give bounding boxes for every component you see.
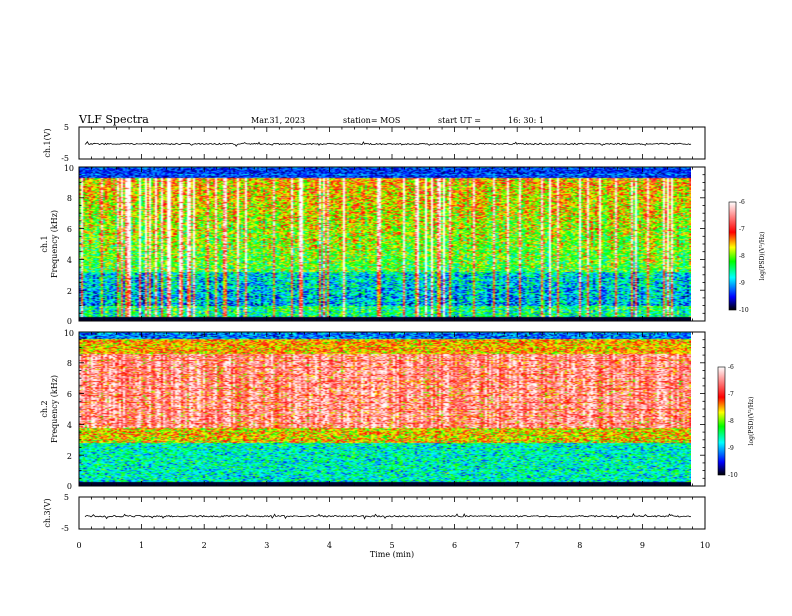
ch1-spectrogram-panel: 0 2 4 6 8 10 ch.1 Frequency (kHz) — [40, 164, 706, 326]
ch1-colorbar: -6 -7 -8 -9 -10 log(PSD)(V²/Hz) — [728, 199, 766, 314]
x-tick-4: 4 — [327, 541, 332, 550]
x-tick-6: 6 — [452, 541, 457, 550]
ch2-cb-tick-6: -6 — [728, 364, 734, 371]
ch2-freq-tick-4: 4 — [67, 421, 72, 430]
ch3-voltage-panel: 5 -5 ch.3(V) — [43, 493, 706, 533]
ch2-colorbar-label: log(PSD)(V²/Hz) — [748, 397, 755, 446]
ch1-frequency-ylabel: Frequency (kHz) — [50, 210, 59, 278]
ch3-ytick-top: 5 — [64, 493, 69, 502]
x-tick-8: 8 — [577, 541, 582, 550]
x-tick-3: 3 — [264, 541, 269, 550]
ch2-spectrogram-image — [79, 332, 691, 486]
ch3-voltage-frame — [78, 496, 706, 530]
ch1-voltage-ylabel: ch.1(V) — [43, 128, 52, 157]
ch2-cb-tick-10: -10 — [728, 472, 738, 479]
ch2-freq-tick-6: 6 — [67, 390, 72, 399]
start-time-value: 16: 30: 1 — [508, 116, 544, 125]
date-label: Mar.31, 2023 — [251, 116, 305, 125]
ch2-cb-tick-9: -9 — [728, 445, 734, 452]
ch1-cb-tick-10: -10 — [739, 307, 749, 314]
ch2-frequency-ylabel: Frequency (kHz) — [50, 375, 59, 443]
x-tick-0: 0 — [76, 541, 81, 550]
ch3-ytick-bottom: -5 — [61, 524, 69, 533]
ch1-voltage-panel: 5 -5 ch.1(V) — [43, 123, 706, 163]
ch2-freq-tick-2: 2 — [67, 452, 72, 461]
ch2-freq-tick-10: 10 — [64, 329, 74, 338]
ch1-spectrogram-image — [79, 167, 691, 321]
x-tick-2: 2 — [202, 541, 207, 550]
ch1-freq-tick-10: 10 — [64, 164, 74, 173]
ch1-colorbar-label: log(PSD)(V²/Hz) — [759, 232, 766, 281]
ch2-cb-tick-8: -8 — [728, 418, 734, 425]
ch1-cb-tick-6: -6 — [739, 199, 745, 206]
ch2-freq-tick-8: 8 — [67, 359, 72, 368]
x-axis: 0 1 2 3 4 5 6 7 8 9 10 Time (min) — [76, 541, 710, 559]
ch1-voltage-trace — [84, 140, 692, 147]
ch2-freq-tick-0: 0 — [67, 482, 72, 491]
x-tick-9: 9 — [640, 541, 645, 550]
ch2-spectrogram-panel: 0 2 4 6 8 10 ch.2 Frequency (kHz) — [40, 329, 706, 491]
ch1-ytick-bottom: -5 — [61, 154, 69, 163]
x-tick-7: 7 — [515, 541, 520, 550]
x-tick-10: 10 — [700, 541, 710, 550]
x-tick-5: 5 — [389, 541, 394, 550]
ch1-freq-tick-2: 2 — [67, 287, 72, 296]
ch1-cb-tick-8: -8 — [739, 253, 745, 260]
start-time-caption: start UT = — [438, 116, 481, 125]
ch1-cb-tick-9: -9 — [739, 280, 745, 287]
ch2-cb-tick-7: -7 — [728, 391, 734, 398]
x-axis-label: Time (min) — [370, 550, 414, 559]
ch2-channel-label: ch.2 — [40, 400, 49, 417]
ch3-voltage-trace — [84, 512, 692, 520]
ch3-voltage-ylabel: ch.3(V) — [43, 498, 52, 527]
ch2-colorbar-gradient — [717, 366, 726, 476]
ch1-colorbar-gradient — [728, 201, 737, 311]
ch1-voltage-frame — [78, 126, 706, 160]
ch1-cb-tick-7: -7 — [739, 226, 745, 233]
x-tick-1: 1 — [139, 541, 144, 550]
ch1-freq-tick-0: 0 — [67, 317, 72, 326]
ch1-channel-label: ch.1 — [40, 235, 49, 252]
ch1-freq-tick-4: 4 — [67, 256, 72, 265]
ch1-freq-tick-8: 8 — [67, 194, 72, 203]
axis-ticks — [78, 127, 706, 529]
ch2-colorbar: -6 -7 -8 -9 -10 log(PSD)(V²/Hz) — [717, 364, 755, 479]
figure-title: VLF Spectra — [78, 113, 149, 126]
ch1-ytick-top: 5 — [64, 123, 69, 132]
ch1-freq-tick-6: 6 — [67, 225, 72, 234]
station-label: station= MOS — [343, 116, 400, 125]
